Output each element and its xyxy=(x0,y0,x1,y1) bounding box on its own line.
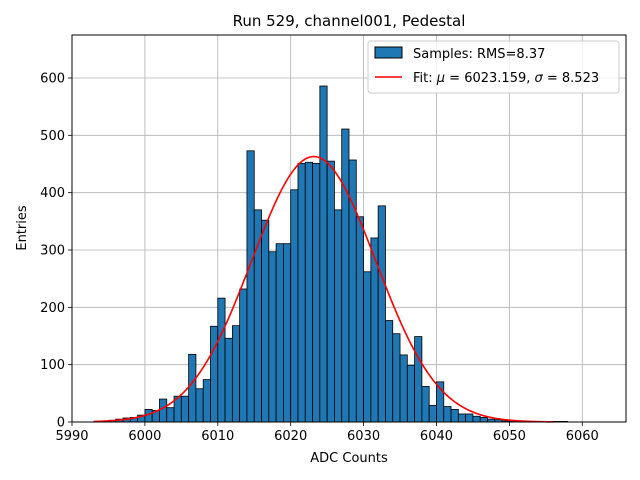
y-tick-label: 500 xyxy=(40,129,65,144)
y-tick-label: 100 xyxy=(40,358,65,373)
histogram-bar xyxy=(246,150,255,423)
histogram-bar xyxy=(217,297,226,423)
histogram-bar xyxy=(341,128,350,423)
histogram-bar xyxy=(239,288,248,423)
histogram-bar xyxy=(261,219,270,423)
histogram-bar xyxy=(421,386,430,423)
histogram-bar xyxy=(202,379,211,423)
x-tick-label: 6060 xyxy=(566,429,599,444)
histogram-bar xyxy=(450,408,459,423)
y-tick-label: 300 xyxy=(40,244,65,259)
legend-fit-sigma-symbol: σ xyxy=(535,71,544,86)
x-tick-label: 6030 xyxy=(347,429,380,444)
x-axis-label: ADC Counts xyxy=(310,451,388,466)
legend-box xyxy=(367,40,620,94)
x-tick-label: 5990 xyxy=(55,429,88,444)
y-tick-label: 0 xyxy=(57,416,65,431)
histogram-bar xyxy=(275,243,284,423)
y-tick-label: 600 xyxy=(40,72,65,87)
histogram-bar xyxy=(399,354,408,423)
y-axis-ticks: 0 100 200 300 400 500 600 xyxy=(40,72,72,431)
histogram-bar xyxy=(457,413,467,423)
histogram-bar xyxy=(159,398,168,423)
histogram-bar xyxy=(290,189,299,423)
histogram-bar xyxy=(297,163,306,423)
histogram-bar xyxy=(319,85,328,423)
histogram-bar xyxy=(231,325,241,423)
x-tick-label: 6040 xyxy=(420,429,453,444)
legend: Samples: RMS=8.37 Fit: μ = 6023.159, σ =… xyxy=(367,40,620,94)
legend-fit-mu-value: = 6023.159, xyxy=(445,71,534,86)
histogram-bar xyxy=(465,413,474,423)
legend-fit-sigma-value: = 8.523 xyxy=(543,71,599,86)
legend-fit-prefix: Fit: xyxy=(413,71,437,86)
y-tick-label: 200 xyxy=(40,301,65,316)
histogram-bar xyxy=(472,415,481,423)
histogram-bar xyxy=(282,243,292,423)
histogram-bar xyxy=(253,209,262,423)
histogram-bar xyxy=(304,161,313,423)
legend-fit-mu-symbol: μ xyxy=(436,71,445,86)
legend-histogram-swatch xyxy=(374,46,403,59)
x-tick-label: 6010 xyxy=(201,429,234,444)
histogram-bar xyxy=(166,407,175,423)
histogram-bar xyxy=(443,406,452,423)
histogram-bar xyxy=(268,251,277,423)
histogram-bar xyxy=(363,271,372,423)
histogram-bar xyxy=(377,205,386,423)
histogram-bar xyxy=(479,417,488,423)
x-axis-ticks: 5990 6000 6010 6020 6030 6040 6050 6060 xyxy=(55,422,599,444)
x-tick-label: 6000 xyxy=(128,429,161,444)
histogram-bar xyxy=(188,353,197,423)
legend-histogram-label: Samples: RMS=8.37 xyxy=(413,47,545,62)
y-tick-label: 400 xyxy=(40,186,65,201)
x-tick-label: 6020 xyxy=(274,429,307,444)
histogram-bar xyxy=(224,337,233,423)
plot-frame xyxy=(71,34,627,423)
fit-curve xyxy=(93,155,554,423)
histogram-bar xyxy=(385,320,394,423)
histogram-bar xyxy=(195,388,204,423)
fit-curve-layer xyxy=(93,155,554,423)
histogram-bar xyxy=(414,336,423,423)
histogram-bar xyxy=(334,209,343,423)
y-axis-label: Entries xyxy=(15,205,30,251)
histogram-bar xyxy=(210,325,219,423)
x-tick-label: 6050 xyxy=(493,429,526,444)
histogram-bar xyxy=(180,395,190,423)
histogram-bar xyxy=(428,404,437,423)
histogram-bar xyxy=(326,160,335,423)
histogram-bar xyxy=(406,364,416,423)
histogram-bar xyxy=(355,216,364,423)
histogram-bar xyxy=(392,333,401,423)
chart-title: Run 529, channel001, Pedestal xyxy=(233,12,466,30)
histogram-bar xyxy=(312,163,321,423)
legend-fit-label: Fit: μ = 6023.159, σ = 8.523 xyxy=(413,71,599,86)
